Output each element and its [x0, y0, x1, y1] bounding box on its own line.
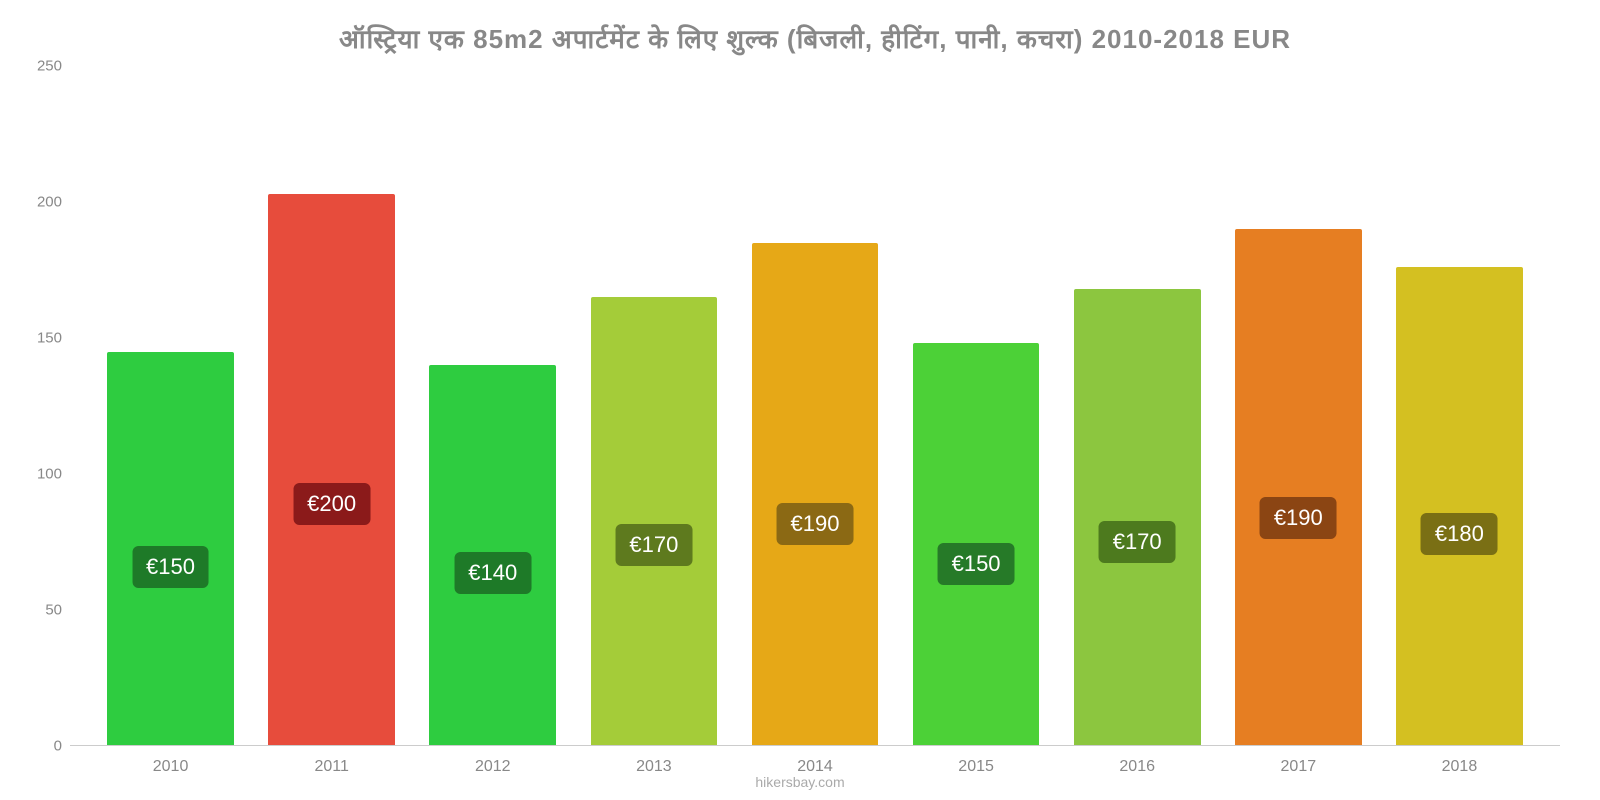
bar-value-label: €150 — [132, 546, 209, 588]
bar: €190 — [1235, 229, 1362, 746]
bar-group: €1902017 — [1224, 66, 1373, 746]
bar: €140 — [429, 365, 556, 746]
y-tick: 250 — [37, 58, 62, 75]
bar-value-label: €170 — [1099, 521, 1176, 563]
bar: €170 — [591, 297, 718, 746]
y-tick: 50 — [45, 602, 62, 619]
bar: €150 — [913, 343, 1040, 746]
x-axis-label: 2018 — [1442, 758, 1478, 776]
x-axis-label: 2011 — [314, 758, 348, 776]
bar: €190 — [752, 243, 879, 746]
x-axis-label: 2013 — [636, 758, 672, 776]
bars-container: €1502010€2002011€1402012€1702013€1902014… — [70, 66, 1560, 746]
y-axis: 050100150200250 — [20, 66, 70, 746]
bar-group: €1502015 — [902, 66, 1051, 746]
y-tick: 100 — [37, 466, 62, 483]
bar-value-label: €200 — [293, 483, 370, 525]
bar-value-label: €190 — [1260, 497, 1337, 539]
bar-group: €1502010 — [96, 66, 245, 746]
bar-value-label: €170 — [615, 524, 692, 566]
y-tick: 200 — [37, 194, 62, 211]
x-axis-label: 2016 — [1119, 758, 1155, 776]
x-axis-label: 2012 — [475, 758, 511, 776]
bar-value-label: €180 — [1421, 513, 1498, 555]
bar-value-label: €190 — [776, 503, 853, 545]
bar: €170 — [1074, 289, 1201, 746]
y-tick: 150 — [37, 330, 62, 347]
bar-group: €1802018 — [1385, 66, 1534, 746]
bar-group: €1402012 — [418, 66, 567, 746]
attribution-text: hikersbay.com — [755, 774, 844, 790]
bar: €200 — [268, 194, 395, 746]
bar-group: €1702016 — [1063, 66, 1212, 746]
x-baseline — [70, 745, 1560, 746]
bar: €150 — [107, 352, 234, 746]
bar-group: €2002011 — [257, 66, 406, 746]
bar-value-label: €150 — [938, 543, 1015, 585]
x-axis-label: 2010 — [153, 758, 189, 776]
bar-group: €1902014 — [740, 66, 889, 746]
y-tick: 0 — [54, 738, 62, 755]
plot-area: 050100150200250 €1502010€2002011€1402012… — [70, 66, 1560, 746]
chart-title: ऑस्ट्रिया एक 85m2 अपार्टमेंट के लिए शुल्… — [70, 20, 1560, 56]
bar: €180 — [1396, 267, 1523, 746]
bar-group: €1702013 — [579, 66, 728, 746]
chart-container: ऑस्ट्रिया एक 85m2 अपार्टमेंट के लिए शुल्… — [0, 0, 1600, 800]
x-axis-label: 2015 — [958, 758, 994, 776]
x-axis-label: 2017 — [1281, 758, 1317, 776]
bar-value-label: €140 — [454, 552, 531, 594]
